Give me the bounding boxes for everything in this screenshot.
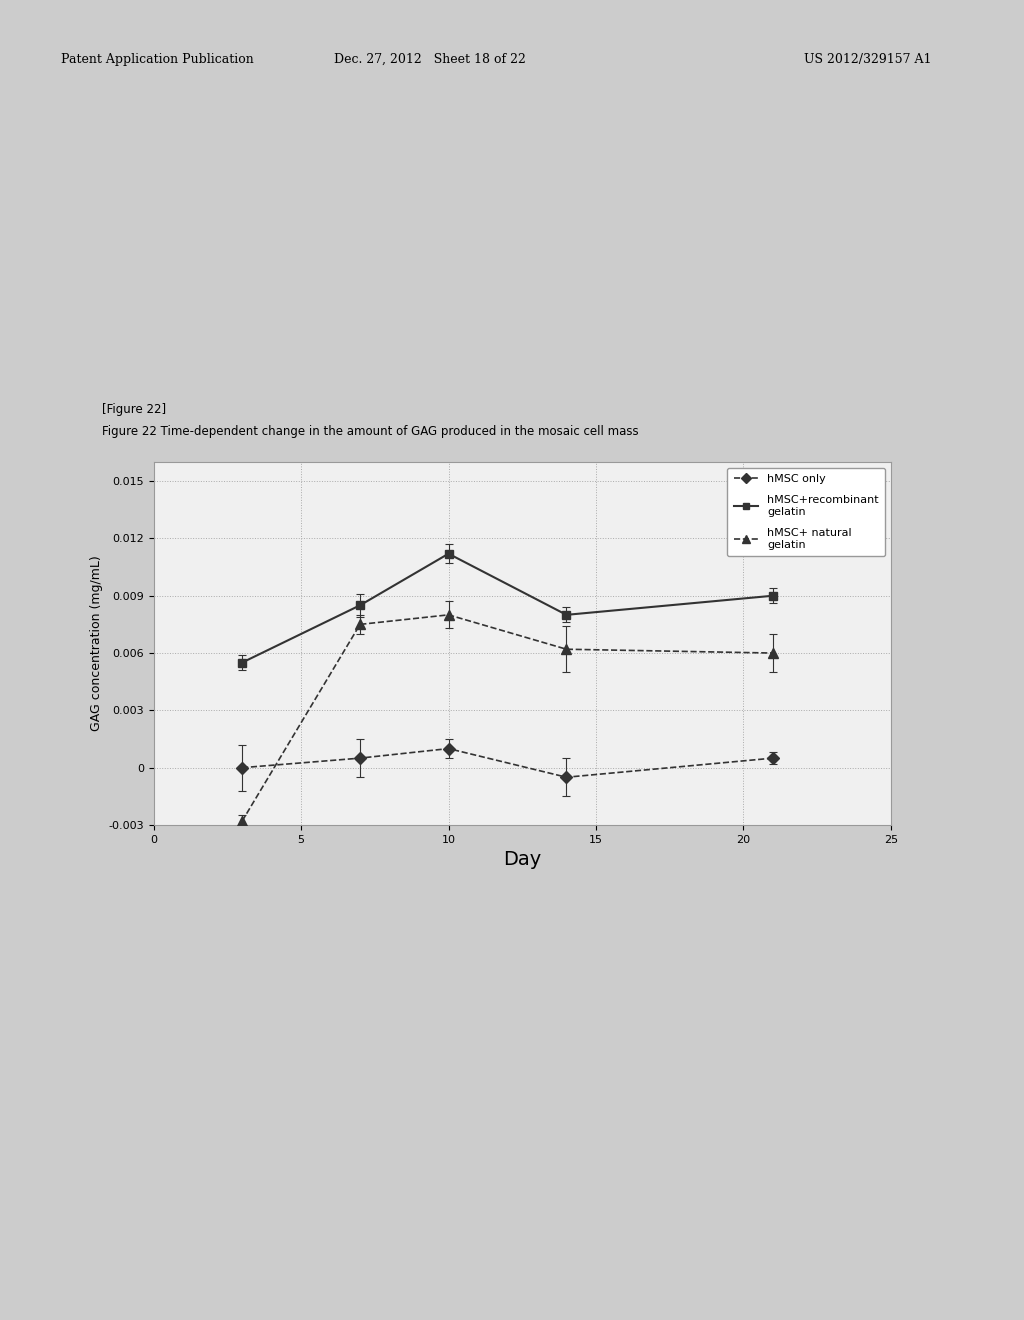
- Y-axis label: GAG concentration (mg/mL): GAG concentration (mg/mL): [90, 556, 102, 731]
- X-axis label: Day: Day: [503, 850, 542, 870]
- Text: Patent Application Publication: Patent Application Publication: [61, 53, 254, 66]
- Text: US 2012/329157 A1: US 2012/329157 A1: [804, 53, 932, 66]
- Text: Dec. 27, 2012   Sheet 18 of 22: Dec. 27, 2012 Sheet 18 of 22: [334, 53, 526, 66]
- Text: [Figure 22]: [Figure 22]: [102, 403, 167, 416]
- Legend: hMSC only, hMSC+recombinant
gelatin, hMSC+ natural
gelatin: hMSC only, hMSC+recombinant gelatin, hMS…: [727, 467, 886, 556]
- Text: Figure 22 Time-dependent change in the amount of GAG produced in the mosaic cell: Figure 22 Time-dependent change in the a…: [102, 425, 639, 438]
